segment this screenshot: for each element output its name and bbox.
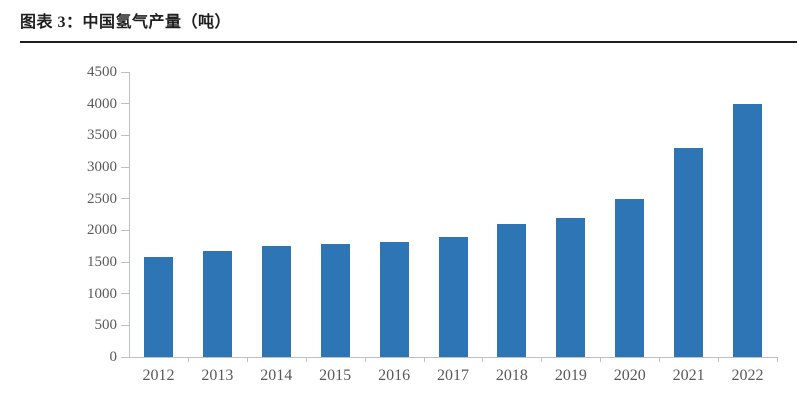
bar-2019 bbox=[556, 217, 586, 357]
bar-2020 bbox=[615, 198, 645, 357]
y-axis-tick-mark bbox=[121, 166, 129, 168]
y-axis-tick-label: 500 bbox=[94, 317, 118, 334]
y-axis-tick-mark bbox=[121, 261, 129, 263]
x-axis-tick-mark bbox=[305, 358, 307, 362]
bar-2015 bbox=[320, 244, 350, 357]
x-axis-tick-mark bbox=[364, 358, 366, 362]
x-axis-tick-label: 2012 bbox=[142, 367, 175, 384]
y-axis-tick-label: 3500 bbox=[87, 127, 117, 144]
y-axis-tick-mark bbox=[121, 229, 129, 231]
y-axis-tick-mark bbox=[121, 71, 129, 73]
y-axis-tick-label: 1500 bbox=[87, 254, 117, 270]
bar-2018 bbox=[497, 224, 527, 357]
x-axis-tick-mark bbox=[482, 358, 484, 362]
x-axis-tick-label: 2018 bbox=[495, 367, 528, 384]
x-axis-tick-label: 2014 bbox=[260, 367, 293, 384]
bar-2017 bbox=[438, 236, 468, 357]
figure-title: 图表 3：中国氢气产量（吨） bbox=[20, 14, 232, 31]
x-axis-tick-mark bbox=[659, 358, 661, 362]
x-axis-tick-mark bbox=[541, 358, 543, 362]
y-axis-tick-label: 2500 bbox=[87, 190, 117, 207]
y-axis-tick-mark bbox=[121, 324, 129, 326]
y-axis-tick-label: 4000 bbox=[87, 95, 117, 112]
bar-2021 bbox=[674, 148, 704, 357]
x-axis-tick-label: 2015 bbox=[319, 367, 352, 384]
x-axis-tick-mark bbox=[777, 358, 778, 362]
bar-2013 bbox=[202, 250, 232, 357]
y-axis-tick-mark bbox=[121, 103, 129, 105]
bar-2012 bbox=[143, 256, 173, 357]
x-axis-tick-label: 2013 bbox=[201, 367, 234, 384]
x-axis-tick-label: 2016 bbox=[378, 367, 411, 384]
y-axis-tick-mark bbox=[121, 293, 129, 295]
y-axis-tick-mark bbox=[121, 356, 129, 358]
bar-2022 bbox=[733, 103, 763, 357]
x-axis-tick-mark bbox=[246, 358, 248, 362]
y-axis-tick-label: 0 bbox=[109, 349, 118, 365]
x-axis-tick-mark bbox=[187, 358, 189, 362]
y-axis-tick-label: 3000 bbox=[87, 159, 117, 175]
x-axis-tick-label: 2022 bbox=[731, 367, 764, 384]
x-axis-tick-label: 2019 bbox=[554, 367, 587, 384]
x-axis-tick-label: 2020 bbox=[613, 367, 646, 384]
x-axis-tick-mark bbox=[718, 358, 720, 362]
bar-2014 bbox=[261, 246, 291, 357]
x-axis-tick-mark bbox=[600, 358, 602, 362]
y-axis-tick-mark bbox=[121, 198, 129, 200]
x-axis-tick-label: 2017 bbox=[436, 367, 469, 384]
y-axis-tick-mark bbox=[121, 134, 129, 136]
x-axis-tick-label: 2021 bbox=[672, 367, 705, 384]
y-axis-tick-label: 4500 bbox=[87, 64, 117, 80]
bar-2016 bbox=[379, 241, 409, 357]
y-axis-tick-label: 1000 bbox=[87, 285, 117, 302]
title-divider bbox=[20, 41, 797, 43]
y-axis-tick-label: 2000 bbox=[87, 222, 117, 239]
x-axis-tick-mark bbox=[423, 358, 425, 362]
